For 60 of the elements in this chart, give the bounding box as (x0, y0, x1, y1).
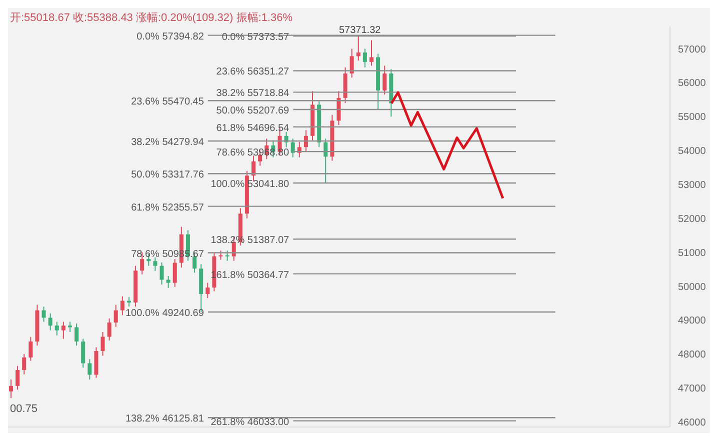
candlestick (88, 358, 92, 380)
candlestick (290, 138, 295, 158)
ref-line-label: 50.0% 55207.69 (216, 106, 290, 117)
candlestick (369, 40, 374, 66)
ref-line-label: 23.6% 56351.27 (216, 66, 290, 78)
annotation: 57371.32 (339, 25, 382, 36)
y-tick-label: 54000 (678, 146, 706, 158)
candlestick (172, 258, 177, 288)
ref-line-label: 50.0% 53317.76 (131, 170, 204, 181)
ref-line-label: 38.2% 54279.94 (131, 137, 204, 148)
y-tick-label: 50000 (678, 282, 706, 293)
y-tick-label: 49000 (678, 316, 706, 327)
candlestick (362, 48, 367, 68)
candlestick (28, 336, 33, 362)
candlestick (100, 332, 105, 356)
candlestick (61, 321, 66, 340)
candlestick (218, 250, 223, 260)
y-tick-label: 48000 (678, 350, 706, 361)
y-tick-label: 55000 (678, 112, 706, 124)
y-tick-label: 56000 (678, 78, 706, 90)
candlestick (22, 354, 26, 375)
y-tick-label: 46000 (678, 417, 706, 428)
candlestick (225, 250, 230, 262)
ref-line-label: 61.8% 52355.57 (131, 202, 204, 214)
candlestick (336, 90, 341, 126)
candlestick (160, 262, 164, 286)
candlestick (206, 282, 210, 299)
candlestick (81, 338, 86, 368)
y-tick-label: 47000 (678, 384, 706, 395)
y-tick-label: 53000 (678, 180, 706, 191)
candlestick (324, 138, 328, 184)
ref-line-label: 0.0% 57373.57 (222, 32, 290, 44)
ref-line-label: 100.0% 49240.69 (126, 308, 204, 319)
candlestick (350, 48, 354, 78)
ref-line-label: 0.0% 57394.82 (136, 31, 204, 42)
candlestick (107, 318, 112, 341)
y-tick-label: 57000 (678, 44, 706, 56)
candlestick (166, 276, 170, 288)
candlestick (74, 323, 79, 346)
candlestick (382, 65, 387, 96)
ref-line-label: 61.8% 54696.54 (216, 122, 290, 134)
candlestick (356, 36, 360, 62)
candlestick (120, 296, 124, 316)
y-tick-label: 51000 (678, 248, 706, 259)
y-tick-label: 52000 (678, 214, 706, 225)
ref-line-label: 23.6% 55470.45 (131, 96, 204, 108)
candlestick (48, 312, 52, 331)
candlestick (16, 365, 20, 390)
candlestick (54, 321, 59, 336)
candlestick (153, 256, 158, 272)
ref-line-label: 38.2% 55718.84 (216, 88, 290, 100)
annotation: 00.75 (10, 403, 38, 415)
text: 开:55018.67 收:55388.43 涨幅:0.20%(109.32) 振幅:1.36% (10, 11, 293, 25)
candlestick (94, 346, 98, 378)
candlestick (68, 321, 72, 333)
candlestick (9, 379, 13, 399)
candlestick (114, 304, 118, 328)
ref-line-label: 138.2% 46125.81 (126, 414, 204, 425)
candlestick (42, 306, 46, 322)
ref-line-label: 261.8% 46033.00 (210, 416, 290, 428)
